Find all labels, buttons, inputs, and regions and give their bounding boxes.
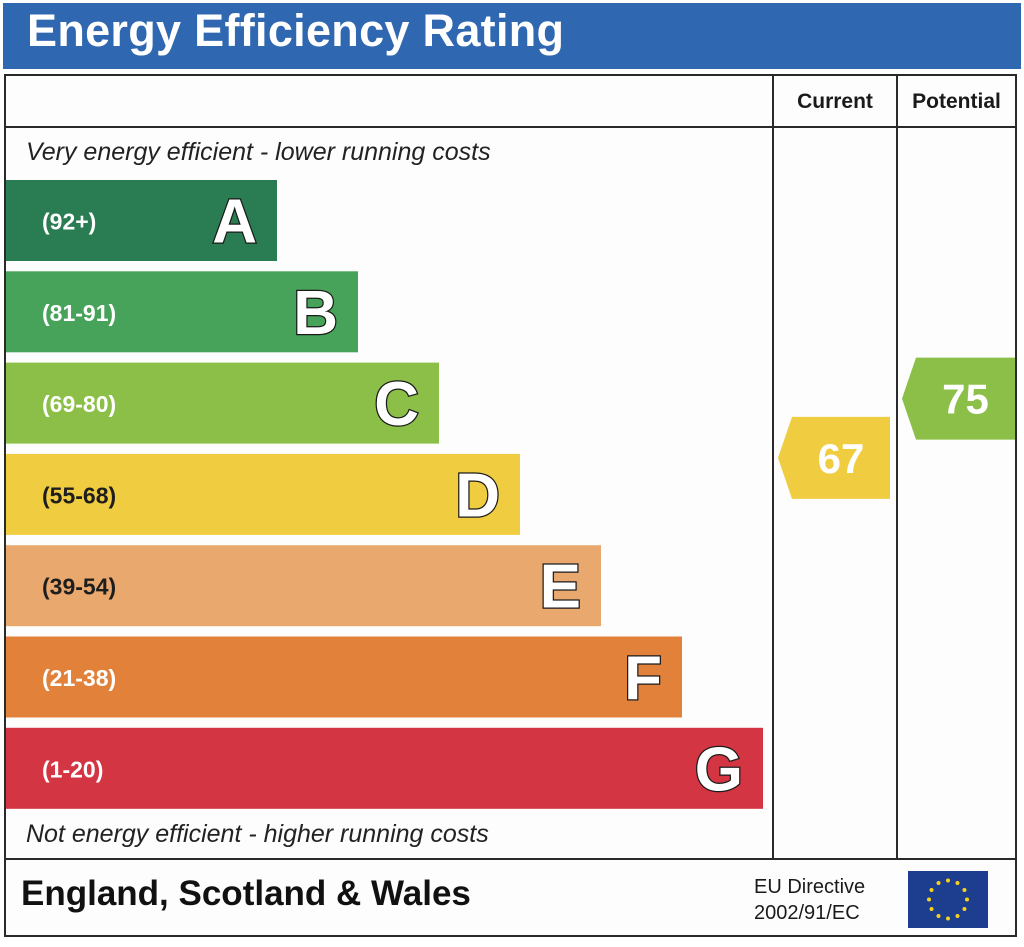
current-rating-shape [778,416,890,499]
current-rating-value: 67 [818,435,865,482]
band-range-b: (81-91) [42,300,116,326]
eu-star [946,916,950,921]
eu-star [946,878,950,883]
eu-star [955,881,960,886]
footer-divider [6,858,1015,860]
eu-star [962,888,967,892]
title-bar: Energy Efficiency Rating [3,3,1021,69]
potential-column-divider [896,76,898,860]
band-letter-e: E [540,553,581,622]
eu-flag-stars [927,878,969,921]
band-range-e: (39-54) [42,574,116,600]
band-bar-g [6,727,763,809]
header-divider [6,126,1015,128]
eu-flag-icon [908,871,988,928]
band-range-d: (55-68) [42,482,116,508]
potential-column-header: Potential [912,90,1001,113]
eu-star [929,907,934,911]
band-bar-d [6,453,520,535]
band-bar-a [6,180,277,261]
eu-star [936,881,941,886]
band-bar-b [6,271,358,353]
band-letter-g: G [695,735,743,804]
eu-directive-line2: 2002/91/EC [754,902,860,924]
current-rating-arrow: 67 [778,416,890,499]
eu-star [965,897,969,902]
region-label: England, Scotland & Wales [21,874,471,913]
eu-star [955,913,960,918]
eu-star [927,897,931,902]
band-letter-f: F [624,644,662,713]
band-range-c: (69-80) [42,391,116,417]
current-column-header: Current [797,90,873,113]
band-range-g: (1-20) [42,756,103,782]
band-bar-e [6,545,601,627]
current-column-divider [772,76,774,860]
potential-rating-arrow: 75 [902,357,1015,440]
top-note: Very energy efficient - lower running co… [26,138,491,166]
band-bar-f [6,636,682,718]
band-range-a: (92+) [42,209,96,235]
bottom-note: Not energy efficient - higher running co… [26,820,489,848]
eu-star [936,913,941,918]
band-letter-a: A [212,188,257,257]
eu-directive-line1: EU Directive [754,876,866,898]
eu-star [929,888,934,892]
band-letter-c: C [374,370,419,439]
page-title: Energy Efficiency Rating [27,5,565,56]
potential-rating-shape [902,357,1015,440]
eu-star [962,907,967,911]
potential-rating-value: 75 [942,376,989,423]
band-letter-b: B [293,279,338,348]
band-letter-d: D [455,461,500,530]
eu-directive-label: EU Directive 2002/91/EC [754,874,865,926]
band-range-f: (21-38) [42,665,116,691]
band-bar-c [6,362,439,444]
